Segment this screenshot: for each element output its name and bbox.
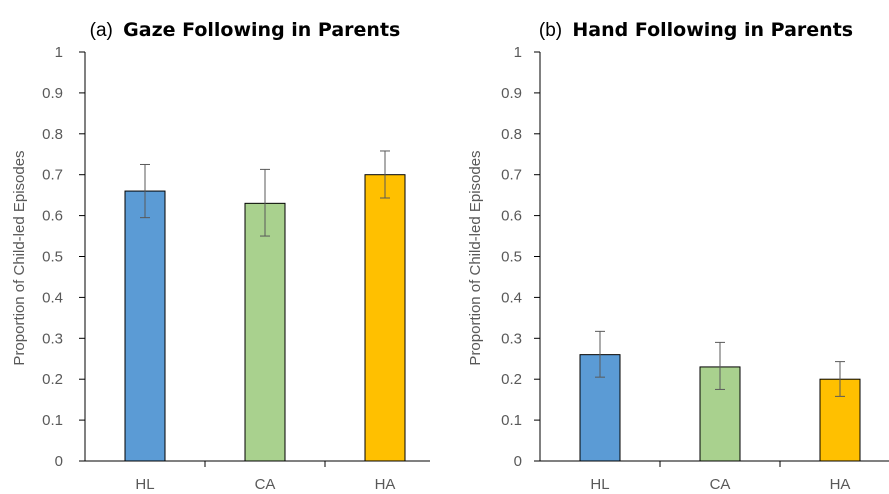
y-tick-label: 0.7 (42, 167, 63, 184)
y-tick-label: 0.8 (42, 126, 63, 143)
y-tick-label: 0.6 (42, 208, 63, 225)
title-text: Hand Following in Parents (572, 19, 853, 41)
y-tick-label: 0.5 (42, 249, 63, 266)
bar-ca (244, 202, 286, 462)
y-tick-label: 0.2 (501, 371, 522, 388)
y-tick-label: 0 (514, 453, 522, 470)
panel-gaze-following: (a) Gaze Following in Parents Proportion… (11, 19, 430, 493)
panel-title: (a) Gaze Following in Parents (90, 19, 401, 41)
x-tick-label: HA (830, 476, 851, 493)
y-tick-label: 0.2 (42, 371, 63, 388)
y-tick-label: 0.1 (42, 412, 63, 429)
y-tick-label: 0.5 (501, 249, 522, 266)
x-tick-label: CA (710, 476, 731, 493)
y-tick-label: 0.4 (501, 289, 522, 306)
x-tick-label: HL (135, 476, 154, 493)
y-tick-label: 1 (514, 44, 522, 61)
title-text: Gaze Following in Parents (123, 19, 400, 41)
y-axis-label: Proportion of Child-led Episodes (11, 150, 28, 365)
x-tick-label: HL (590, 476, 609, 493)
y-tick-label: 1 (55, 44, 63, 61)
panel-hand-following: (b) Hand Following in Parents Proportion… (467, 19, 889, 493)
x-tick-label: HA (375, 476, 396, 493)
y-tick-label: 0.7 (501, 167, 522, 184)
y-tick-label: 0.8 (501, 126, 522, 143)
y-tick-label: 0.4 (42, 289, 63, 306)
title-prefix: (b) (539, 20, 562, 41)
y-tick-label: 0.3 (42, 330, 63, 347)
y-tick-label: 0.9 (42, 85, 63, 102)
bar-hl (124, 190, 166, 462)
y-tick-label: 0.9 (501, 85, 522, 102)
title-prefix: (a) (90, 20, 113, 41)
panel-title: (b) Hand Following in Parents (539, 19, 853, 41)
y-tick-label: 0 (55, 453, 63, 470)
x-tick-label: CA (255, 476, 276, 493)
bar-ha (364, 174, 406, 462)
y-axis-label: Proportion of Child-led Episodes (467, 150, 484, 365)
y-tick-label: 0.3 (501, 330, 522, 347)
y-tick-label: 0.6 (501, 208, 522, 225)
y-tick-label: 0.1 (501, 412, 522, 429)
